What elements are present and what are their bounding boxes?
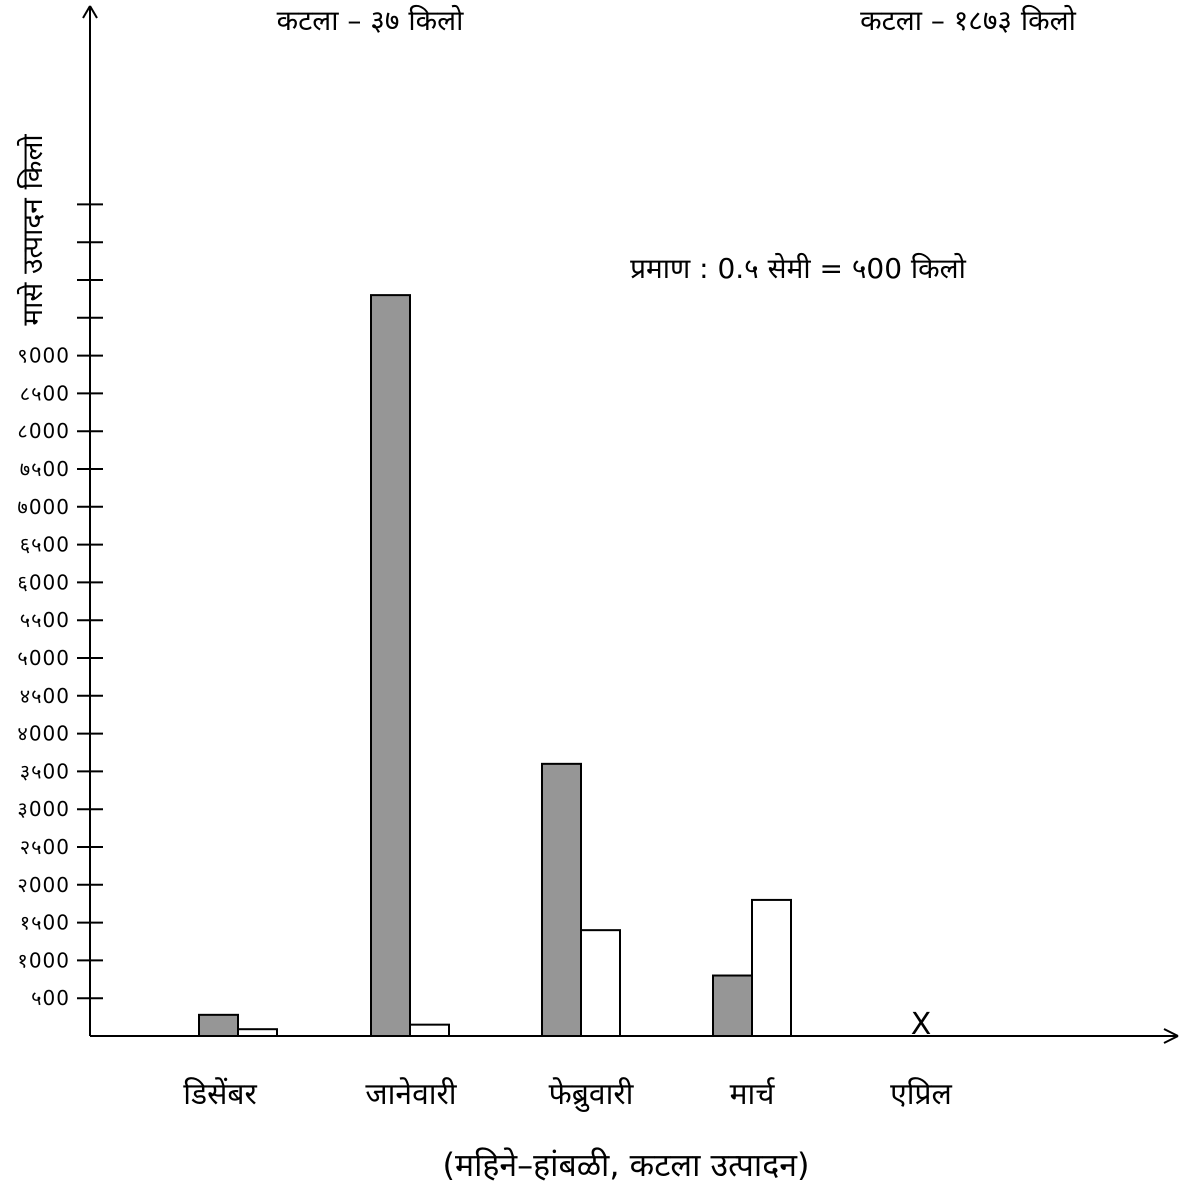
missing-marker: X [911,1007,932,1042]
scale-note: प्रमाण : 0.५ सेमी = ५00 किलो [630,252,967,285]
x-tick-label: एप्रिल [890,1077,952,1112]
annotation-right: कटला – १८७३ किलो [860,4,1077,37]
y-tick-label: १५00 [20,911,70,935]
y-tick-label: ८५00 [20,381,70,405]
y-tick-label: १000 [17,948,70,972]
y-tick-label: ८000 [17,419,70,443]
y-tick-label: ६५00 [20,533,70,557]
bar-white [580,929,621,1037]
y-tick-label: ५५00 [20,608,70,632]
bar-grey [541,762,582,1038]
bar-grey [198,1013,239,1037]
x-axis-arrow [1163,1028,1179,1037]
y-tick-label: ९000 [17,344,70,368]
y-tick-label: २000 [17,873,70,897]
x-tick-labels: डिसेंबर जानेवारी फेब्रुवारी मार्च एप्रिल [183,1077,952,1113]
annotation-left: कटला – ३७ किलो [277,4,464,37]
y-tick-label: ४५00 [20,684,70,708]
y-tick-label: २५00 [20,835,70,859]
bar-grey [712,974,753,1038]
y-tick-label: ३000 [17,797,70,821]
x-tick-label: डिसेंबर [183,1077,257,1112]
y-axis-arrow [82,5,91,19]
y-axis-label: मासे उत्पादन किलो [16,134,49,326]
bar-white [751,898,792,1037]
y-tick-label: ५000 [17,646,70,670]
y-ticks: ५00 १000 १५00 २000 २५00 ३000 ३५00 ४000 ४५00 ५000 ५… [17,203,103,1010]
axes [82,5,1179,1044]
x-axis-arrow [1163,1035,1179,1044]
bar-white [409,1023,450,1038]
y-tick-label: ६000 [17,570,70,594]
bar-white [237,1028,278,1038]
x-tick-label: फेब्रुवारी [549,1077,635,1113]
x-tick-label: मार्च [730,1077,776,1112]
x-axis-label: (महिने–हांबळी, कटला उत्पादन) [443,1146,810,1184]
x-tick-label: जानेवारी [365,1077,457,1112]
y-tick-label: ३५00 [20,759,70,783]
y-tick-label: ७000 [17,495,70,519]
y-tick-label: ४000 [17,722,70,746]
y-tick-label: ७५00 [20,457,70,481]
bar-grey [370,294,411,1037]
bars [198,294,792,1038]
y-axis-arrow [89,5,98,19]
y-tick-label: ५00 [31,986,70,1010]
